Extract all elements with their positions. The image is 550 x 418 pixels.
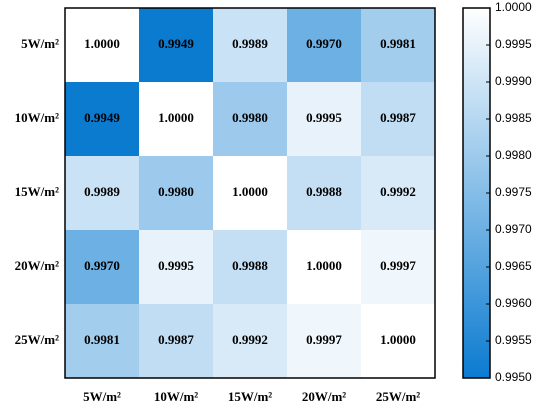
cell-label: 0.9949 [158,36,194,51]
cell-label: 1.0000 [232,184,268,199]
cell-label: 0.9997 [306,332,342,347]
heatmap-cell [287,304,361,378]
cell-label: 1.0000 [306,258,342,273]
cell-label: 1.0000 [158,110,194,125]
heatmap-cell [361,230,435,304]
heatmap-cell [287,8,361,82]
y-tick-label: 20W/m² [15,258,59,273]
colorbar-tick-label: 0.9995 [495,37,532,51]
y-tick-label: 25W/m² [15,332,59,347]
cell-label: 0.9981 [84,332,120,347]
colorbar-tick-label: 0.9965 [495,259,532,273]
cell-label: 0.9980 [232,110,268,125]
cell-label: 1.0000 [380,332,416,347]
colorbar-tick-label: 1.0000 [495,0,532,14]
heatmap-cell [139,156,213,230]
cell-label: 0.9995 [158,258,194,273]
colorbar [462,7,491,379]
colorbar-tick-label: 0.9960 [495,296,532,310]
cell-label: 1.0000 [84,36,120,51]
heatmap-cell [361,8,435,82]
y-tick-label: 5W/m² [21,36,59,51]
y-tick-label: 10W/m² [15,110,59,125]
heatmap-cell [213,82,287,156]
heatmap-cell [213,304,287,378]
heatmap-cell [361,304,435,378]
heatmap-cell [361,156,435,230]
cell-label: 0.9970 [84,258,120,273]
cell-label: 0.9987 [380,110,416,125]
heatmap-cell [65,230,139,304]
cell-label: 0.9992 [380,184,416,199]
heatmap-cell [287,82,361,156]
x-tick-label: 20W/m² [302,389,346,404]
heatmap-cell [213,156,287,230]
heatmap-cell [361,82,435,156]
heatmap-cell [65,304,139,378]
x-tick-label: 15W/m² [228,389,272,404]
heatmap-cell [139,230,213,304]
colorbar-tick-label: 0.9975 [495,185,532,199]
cell-label: 0.9989 [84,184,120,199]
cell-label: 0.9992 [232,332,268,347]
cell-label: 0.9995 [306,110,342,125]
cell-label: 0.9988 [306,184,342,199]
heatmap-cell [139,8,213,82]
cell-label: 0.9981 [380,36,416,51]
heatmap-cell [287,230,361,304]
cell-label: 0.9980 [158,184,194,199]
cell-label: 0.9949 [84,110,120,125]
heatmap-cell [139,304,213,378]
colorbar-tick-label: 0.9985 [495,111,532,125]
cell-label: 0.9997 [380,258,416,273]
cell-label: 0.9989 [232,36,268,51]
cell-label: 0.9970 [306,36,342,51]
colorbar-tick-label: 0.9990 [495,74,532,88]
cell-label: 0.9988 [232,258,268,273]
colorbar-tick-label: 0.9955 [495,333,532,347]
x-tick-label: 5W/m² [83,389,121,404]
heatmap-cell [139,82,213,156]
colorbar-tick-label: 0.9980 [495,148,532,162]
heatmap-cell [65,8,139,82]
heatmap-cell [65,82,139,156]
cell-label: 0.9987 [158,332,194,347]
heatmap-cell [287,156,361,230]
colorbar-tick-label: 0.9950 [495,370,532,384]
x-tick-label: 10W/m² [154,389,198,404]
heatmap-border [64,7,436,379]
heatmap-cell [213,8,287,82]
heatmap-cell [65,156,139,230]
x-tick-label: 25W/m² [376,389,420,404]
y-tick-label: 15W/m² [15,184,59,199]
heatmap-cell [213,230,287,304]
colorbar-tick-label: 0.9970 [495,222,532,236]
